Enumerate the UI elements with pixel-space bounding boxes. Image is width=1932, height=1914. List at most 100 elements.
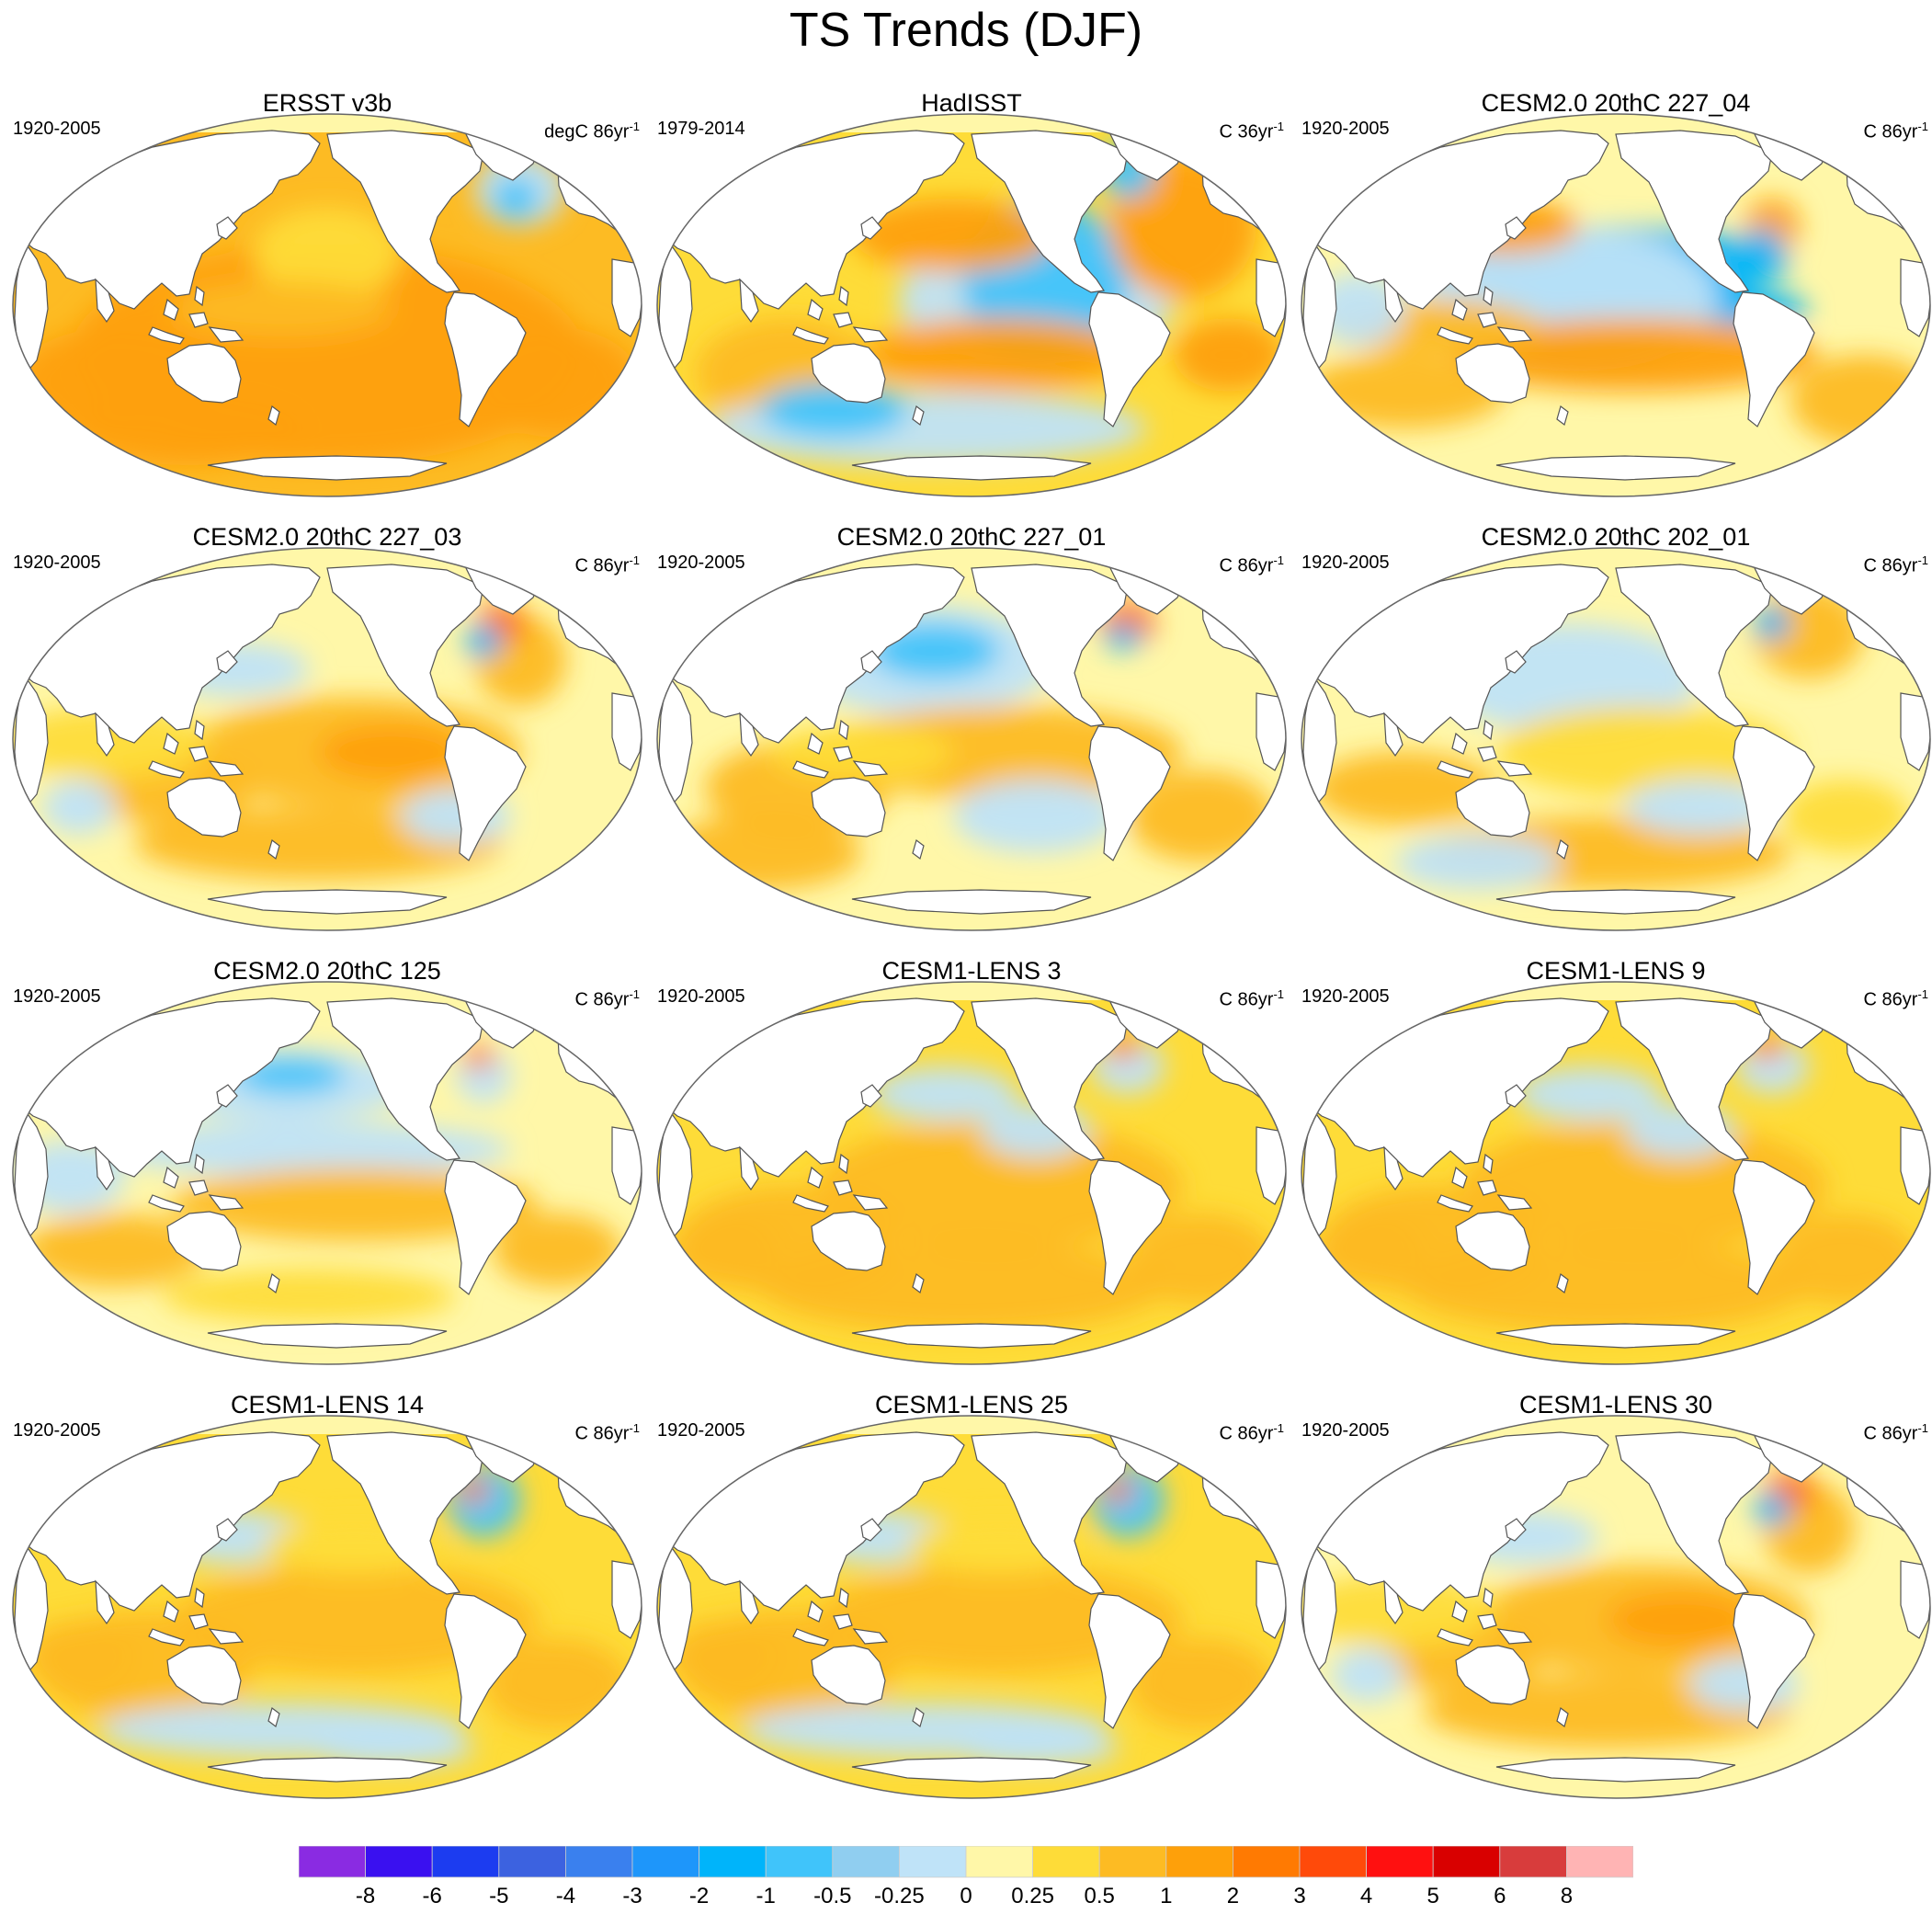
map-frame [12, 113, 642, 497]
trend-region [254, 208, 401, 300]
land-seasia [163, 732, 179, 755]
units-exponent: -1 [1273, 987, 1284, 1001]
panel-title: ERSST v3b [262, 89, 392, 117]
land-seasia [163, 298, 179, 321]
land-japan [216, 650, 238, 674]
colorbar-swatch [965, 1846, 1033, 1878]
land-indo1 [792, 1628, 829, 1646]
map-panel: CESM2.0 20thC 125 1920-2005 C 86yr-1 [6, 947, 649, 1370]
land-africaEdge [658, 239, 693, 375]
colorbar-label: 8 [1561, 1884, 1573, 1908]
colorbar-label: 1 [1160, 1884, 1172, 1908]
trend-region [861, 318, 1137, 392]
map-panel: CESM2.0 20thC 202_01 1920-2005 C 86yr-1 [1294, 513, 1932, 936]
land-nz [1556, 404, 1569, 427]
land-australia [166, 1211, 242, 1271]
land-africaEdge [14, 1541, 49, 1677]
colorbar-label: 3 [1293, 1884, 1305, 1908]
land-india [95, 712, 115, 758]
map-svg [656, 981, 1287, 1365]
land-india [739, 1579, 759, 1625]
land-africaEdge [14, 673, 49, 809]
land-japan [1505, 650, 1527, 674]
colorbar-swatch [564, 1846, 633, 1878]
land-seasia [1451, 1166, 1468, 1189]
land-antarctica [851, 1323, 1092, 1349]
land-australia [1455, 777, 1530, 837]
land-australia [811, 777, 886, 837]
land-indo2 [188, 1179, 209, 1196]
land-namerica [326, 564, 484, 727]
land-australia [1455, 1645, 1530, 1705]
land-indo1 [792, 326, 829, 345]
trend-region [1754, 607, 1790, 640]
trend-region [493, 178, 539, 219]
land-seasia [163, 1600, 179, 1623]
trend-region [870, 1066, 1017, 1122]
map-frame [1301, 1415, 1931, 1799]
map-frame [12, 981, 642, 1365]
land-indo2 [188, 312, 209, 328]
land-seasia [1451, 298, 1468, 321]
land-namerica [971, 997, 1129, 1161]
panel-title: CESM1-LENS 9 [1526, 957, 1706, 985]
land-namerica [1615, 997, 1773, 1161]
land-indo3 [1496, 1628, 1533, 1645]
panel-period: 1920-2005 [657, 1420, 745, 1441]
units-exponent: -1 [629, 553, 640, 567]
panel-period: 1920-2005 [13, 553, 101, 573]
units-text: C 86yr [1863, 555, 1918, 576]
map-panel: CESM2.0 20thC 227_03 1920-2005 C 86yr-1 [6, 513, 649, 936]
land-australia [166, 343, 242, 404]
colorbar-label: -1 [756, 1884, 776, 1908]
land-nz [912, 1272, 925, 1294]
land-indo1 [1437, 1194, 1473, 1213]
land-indo1 [1437, 760, 1473, 779]
panel-units: C 86yr-1 [575, 1418, 640, 1445]
panel-units: C 86yr-1 [1864, 984, 1928, 1011]
panel-units: C 86yr-1 [1864, 550, 1928, 577]
land-nz [267, 838, 280, 860]
land-india [1383, 1145, 1404, 1191]
trend-region [852, 199, 1054, 272]
land-phil [194, 719, 205, 741]
colorbar-swatch [631, 1846, 699, 1878]
land-indo2 [1477, 746, 1497, 762]
colorbar-swatch [1032, 1846, 1100, 1878]
trend-region [1303, 355, 1506, 428]
land-indo3 [208, 1628, 244, 1645]
panel-period: 1920-2005 [13, 1420, 101, 1441]
land-seasia [807, 1600, 824, 1623]
land-japan [860, 650, 882, 674]
trend-region [1515, 1066, 1662, 1122]
colorbar-swatch [1165, 1846, 1233, 1878]
trend-region [1450, 318, 1818, 392]
map-panel: ERSST v3b 1920-2005 degC 86yr-1 [6, 79, 649, 502]
land-nz [1556, 838, 1569, 860]
units-exponent: -1 [1273, 1421, 1284, 1435]
map-svg [12, 1415, 642, 1799]
land-japan [860, 216, 882, 240]
panel-title: CESM1-LENS 30 [1518, 1391, 1713, 1418]
colorbar-swatch [765, 1846, 834, 1878]
map-panel: CESM1-LENS 25 1920-2005 C 86yr-1 [650, 1381, 1293, 1804]
trend-region [1607, 1592, 1754, 1647]
land-namerica [326, 130, 484, 293]
trend-region [1790, 355, 1930, 447]
panel-units: degC 86yr-1 [544, 116, 640, 143]
colorbar-swatch [899, 1846, 967, 1878]
land-seasia [807, 298, 824, 321]
panel-title: CESM2.0 20thC 227_03 [192, 523, 462, 551]
trend-region [42, 780, 116, 835]
panel-units: C 86yr-1 [1220, 984, 1284, 1011]
land-nz [267, 1706, 280, 1728]
colorbar-label: -3 [622, 1884, 642, 1908]
land-india [739, 278, 759, 324]
land-samerica [1733, 1593, 1815, 1729]
map-svg [12, 981, 642, 1365]
land-samerica [444, 1593, 527, 1729]
colorbar-label: 2 [1227, 1884, 1239, 1908]
units-text: C 86yr [1863, 989, 1918, 1010]
land-samerica [1088, 291, 1171, 427]
land-samerica [1733, 291, 1815, 427]
